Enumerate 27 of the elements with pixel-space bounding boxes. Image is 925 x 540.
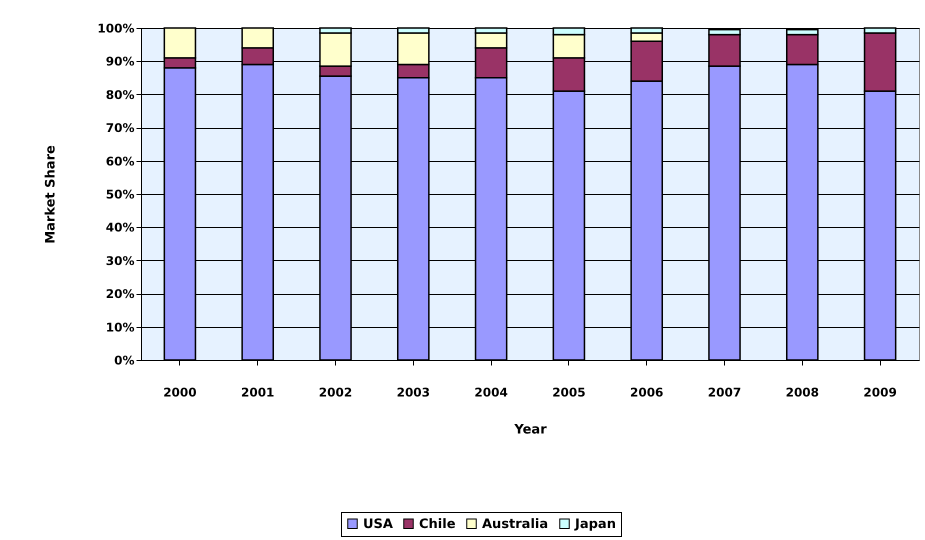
legend-label: USA	[363, 516, 393, 532]
x-axis-title: Year	[513, 422, 548, 438]
y-tick-label: 60%	[106, 154, 134, 168]
y-tick-label: 50%	[106, 188, 134, 202]
y-tick-label: 70%	[106, 121, 134, 136]
x-tick-label: 2008	[786, 386, 820, 400]
x-tick-label: 2005	[552, 386, 586, 400]
legend-label: Japan	[574, 516, 616, 532]
x-tick-label: 2004	[474, 386, 508, 400]
x-tick-label: 2009	[863, 386, 897, 400]
y-tick-label: 40%	[106, 220, 134, 235]
y-tick-label: 10%	[106, 320, 134, 334]
x-tick-label: 2006	[630, 386, 664, 400]
y-tick-label: 80%	[106, 88, 134, 102]
x-tick-label: 2001	[240, 386, 274, 400]
legend-label: Australia	[482, 516, 548, 532]
legend-label: Chile	[419, 516, 456, 532]
x-tick-label: 2002	[318, 386, 352, 400]
y-tick-label: 0%	[114, 354, 134, 368]
y-tick-label: 20%	[106, 287, 134, 302]
y-tick-label: 30%	[106, 254, 134, 268]
x-tick-label: 2003	[396, 386, 430, 400]
x-tick-label: 2007	[708, 386, 742, 400]
x-tick-label: 2000	[163, 386, 197, 400]
y-tick-label: 100%	[97, 22, 134, 36]
y-tick-label: 90%	[106, 54, 134, 69]
y-axis-title: Market Share	[43, 145, 58, 244]
